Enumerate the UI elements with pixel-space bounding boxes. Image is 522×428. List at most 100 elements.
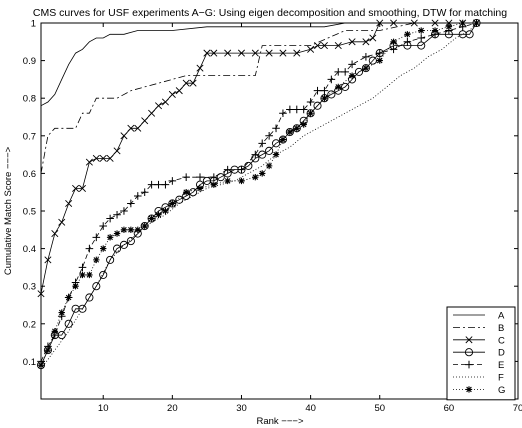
series-a-line [40,22,477,107]
series-c-point [362,38,370,46]
series-e-point [279,109,287,118]
series-g-point [210,181,218,188]
series-g-point [100,245,107,252]
series-g-point [321,95,328,102]
legend-marker-d [464,348,474,357]
legend-label-b: B [498,323,504,334]
series-d-point [341,82,350,91]
series-e-point [348,60,356,69]
series-c-point [44,256,52,264]
series-e-point [327,75,336,84]
series-d-point [368,56,377,65]
series-f [40,22,477,370]
series-e-point [417,34,426,42]
series-g-point [169,200,176,207]
series-e-point [265,132,273,140]
series-e-point [85,244,94,253]
series-c-point [65,199,73,207]
series-d-point [278,135,288,144]
series-c-point [72,184,80,192]
legend-label-f: F [498,373,504,384]
series-c-point [348,38,356,46]
series-d-point [168,199,177,208]
series-c-point [85,158,93,166]
series-e-point [196,173,204,181]
series-c-point [196,64,204,72]
series-c-point [120,132,128,140]
x-tick-label: 40 [305,403,316,414]
plot-area [36,18,481,370]
y-tick-label: 0.4 [23,244,36,255]
series-c-point [99,154,107,162]
series-d-point [147,214,156,223]
series-d-point [126,237,135,246]
legend-label-a: A [498,311,505,322]
series-c-point [78,184,86,192]
series-g-point [65,294,72,301]
series-e-point [99,222,108,230]
legend-label-g: G [498,385,505,396]
series-e-point [120,207,128,215]
series-c-point [92,154,100,162]
series-e-point [140,188,149,196]
series-g-point [265,162,273,170]
series-g-point [238,177,245,185]
series-g-point [58,309,65,316]
series-d-point [361,64,370,73]
series-c-point [175,87,183,95]
x-axis-label: Rank −−−> [256,416,303,427]
series-g-point [93,256,100,264]
series-e-point [334,68,343,76]
series-c-point [155,102,163,110]
series-d-point [78,304,87,313]
series-c-point [237,49,245,57]
series-d-point [92,282,101,291]
series-c-point [168,90,176,98]
series-e-point [292,105,301,114]
series-c-point [320,42,328,50]
series-e-point [313,86,322,95]
x-tick-label: 60 [444,403,455,414]
x-tick-label: 70 [513,403,522,414]
series-e-point [258,139,267,148]
series-c-point [148,109,156,117]
series-g-point [182,189,190,196]
series-d-point [354,67,364,76]
series-g-point [120,226,128,233]
series-c-point [265,49,273,57]
y-tick-label: 0.2 [23,319,36,330]
series-g-point [293,125,300,132]
series-c-point [113,147,121,155]
series-e-point [237,165,246,174]
series-e-point [362,53,370,61]
series-g-point [431,27,439,34]
series-c-point [58,218,66,226]
series-d-point [306,109,315,118]
series-e-point [251,150,260,159]
series-d-point [99,270,108,279]
series-e-point [320,86,329,95]
chart-title: CMS curves for USF experiments A−G: Usin… [33,7,507,19]
y-tick-label: 0.1 [23,357,36,368]
series-c-point [106,154,114,162]
series-g-point [362,64,370,72]
series-g-point [259,170,266,177]
series-d-point [140,221,149,231]
series-c-point [127,124,135,132]
series-g-point [376,57,383,64]
series-g-point [335,83,342,91]
series-e-point [223,165,232,174]
series-g-point [348,72,356,79]
y-tick-label: 0.3 [23,282,36,293]
legend-item-b: B [453,323,504,334]
series-g-point [155,211,162,218]
series-e-point [306,98,315,106]
series-e-point [127,199,135,208]
legend-marker-c [465,336,473,344]
series-d-point [327,90,336,99]
series-g-point [162,207,169,215]
y-tick-label: 0.8 [23,94,36,105]
x-tick-label: 50 [374,403,385,414]
